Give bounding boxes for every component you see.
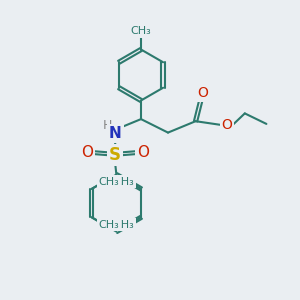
- Text: S: S: [109, 146, 121, 164]
- Text: O: O: [221, 118, 232, 132]
- Text: N: N: [109, 126, 122, 141]
- Text: O: O: [81, 145, 93, 160]
- Text: CH₃: CH₃: [99, 220, 120, 230]
- Text: O: O: [137, 145, 149, 160]
- Text: CH₃: CH₃: [113, 220, 134, 230]
- Text: CH₃: CH₃: [130, 26, 152, 36]
- Text: CH₃: CH₃: [99, 177, 120, 187]
- Text: O: O: [197, 86, 208, 100]
- Text: CH₃: CH₃: [113, 177, 134, 187]
- Text: H: H: [102, 119, 112, 133]
